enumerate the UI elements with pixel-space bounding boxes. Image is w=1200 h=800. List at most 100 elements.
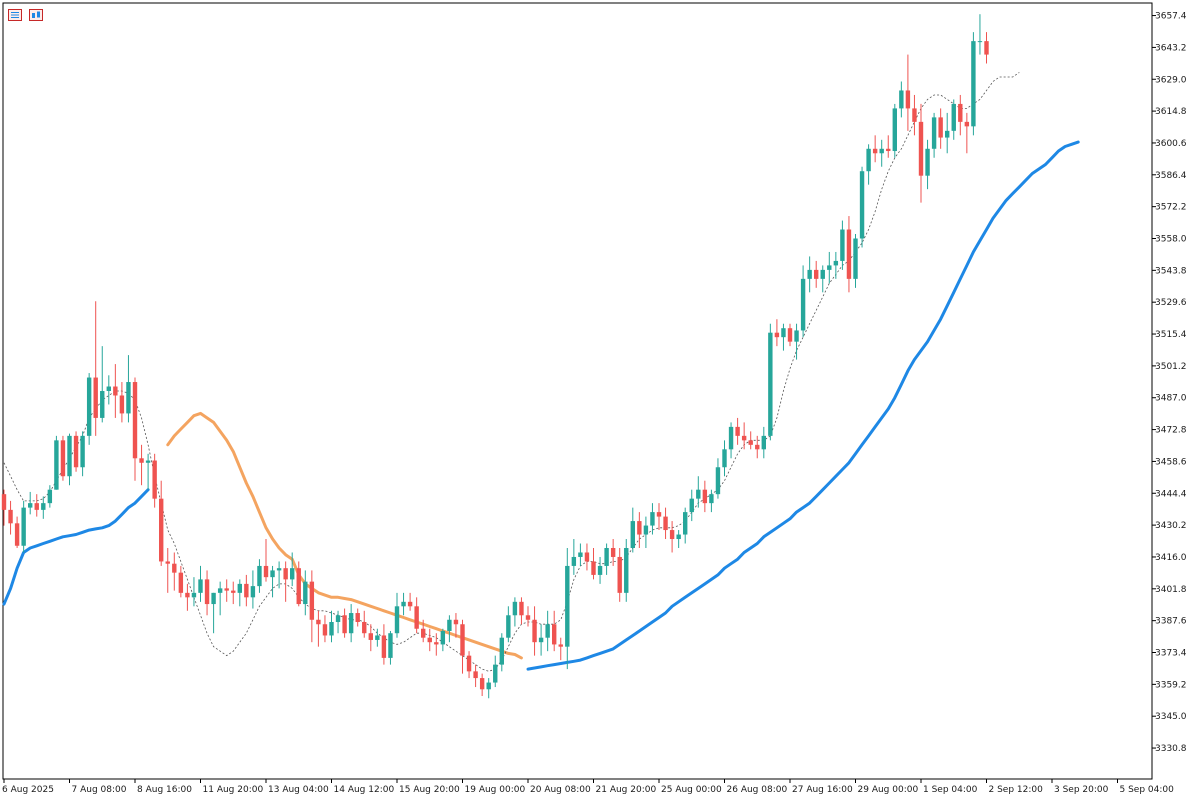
candle (296, 561, 301, 607)
y-tick-label: 3487.0 (1155, 394, 1187, 404)
candle-body (683, 512, 688, 535)
candle-body (473, 671, 478, 679)
candle (100, 346, 105, 423)
candle-body (296, 568, 301, 605)
candle (263, 539, 269, 582)
x-tick-label: 19 Aug 00:00 (465, 785, 526, 795)
chart-tool-icon[interactable] (29, 6, 43, 21)
ma-fast-line (3, 72, 1020, 672)
candle (977, 14, 983, 55)
y-tick-label: 3614.8 (1155, 107, 1187, 117)
candle (565, 547, 570, 670)
candle-body (460, 624, 465, 656)
candle-body (466, 655, 472, 672)
candle (650, 503, 655, 535)
candle-body (139, 458, 144, 463)
candle-body (152, 460, 157, 499)
candle (86, 373, 92, 445)
candle-body (41, 503, 46, 510)
candle (519, 597, 524, 625)
candle-body (355, 613, 360, 623)
candle (178, 565, 184, 598)
candle-body (820, 269, 825, 279)
candle (859, 166, 865, 248)
candle (355, 608, 360, 627)
candle (34, 494, 39, 517)
candle-body (93, 377, 98, 418)
candle-body (899, 90, 904, 109)
x-tick-label: 6 Aug 2025 (2, 785, 54, 795)
candle (552, 610, 557, 652)
y-tick-label: 3359.2 (1155, 680, 1187, 690)
candle (276, 561, 282, 589)
candle (204, 570, 210, 616)
candle-body (316, 619, 321, 625)
y-tick-label: 3586.4 (1155, 171, 1187, 181)
y-tick-label: 3558.0 (1155, 234, 1187, 244)
y-tick-label: 3543.8 (1155, 266, 1187, 276)
candle-body (34, 503, 39, 510)
candle-body (519, 601, 524, 616)
candle-body (748, 440, 753, 445)
candle (394, 592, 400, 638)
candle-body (67, 435, 72, 477)
y-tick-label: 3444.4 (1155, 489, 1187, 499)
candle-body (552, 624, 557, 645)
y-tick-label: 3472.8 (1155, 426, 1187, 436)
candle-body (931, 117, 937, 149)
candle (447, 615, 452, 643)
x-tick-label: 11 Aug 20:00 (203, 785, 264, 795)
candle-body (172, 563, 177, 573)
candle (696, 476, 701, 508)
y-tick-label: 3515.4 (1155, 330, 1187, 340)
candle (106, 375, 111, 405)
candle (630, 507, 635, 553)
candle-body (322, 624, 328, 636)
candle-body (217, 588, 223, 593)
y-tick-label: 3373.4 (1155, 649, 1187, 659)
candle-body (1, 494, 7, 510)
candle-body (440, 630, 446, 645)
candle-body (257, 565, 262, 587)
candle (545, 610, 550, 652)
candle (676, 530, 681, 548)
y-tick-label: 3629.0 (1155, 75, 1187, 85)
candle-body (755, 444, 760, 450)
candle (656, 503, 662, 531)
candle (303, 570, 308, 616)
x-tick-label: 2 Sep 12:00 (989, 785, 1044, 795)
y-tick-label: 3643.2 (1155, 43, 1187, 53)
candle (637, 512, 642, 548)
candle-body (853, 238, 858, 279)
candle (80, 431, 85, 477)
y-tick-label: 3657.4 (1155, 12, 1187, 22)
candle-body (362, 622, 367, 634)
candle (217, 581, 223, 616)
candle (453, 613, 459, 638)
candle (872, 135, 878, 163)
candle (774, 319, 780, 347)
candle (191, 577, 197, 607)
candle (846, 216, 852, 293)
candle-body (106, 386, 111, 391)
candle (152, 453, 157, 508)
candle (368, 624, 373, 652)
candle-body (329, 622, 334, 636)
x-tick-label: 3 Sep 20:00 (1054, 785, 1109, 795)
x-tick-label: 21 Aug 20:00 (596, 785, 657, 795)
candle (486, 678, 491, 699)
candle (840, 220, 845, 270)
candle-body (643, 525, 649, 535)
list-view-icon[interactable] (8, 6, 22, 21)
candle (578, 543, 583, 566)
candle (60, 435, 66, 481)
candle-body (669, 530, 675, 540)
ma-slow-line-up (526, 140, 1080, 671)
candle-body (453, 619, 459, 625)
candle-body (591, 561, 596, 575)
candle (669, 521, 675, 553)
candle (702, 480, 708, 513)
x-tick-label: 14 Aug 12:00 (334, 785, 395, 795)
candle-body (637, 521, 642, 535)
candle (93, 301, 98, 436)
